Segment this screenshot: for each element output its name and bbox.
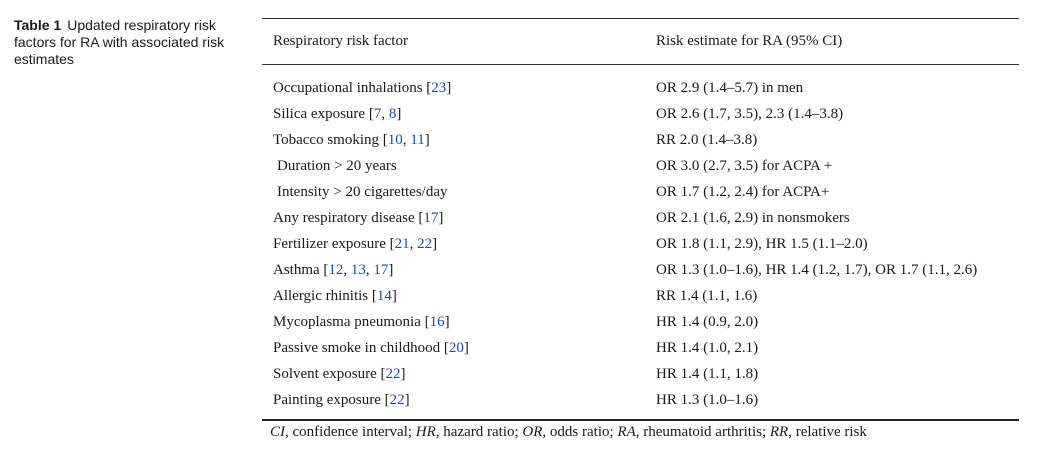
citation-link[interactable]: 10 (387, 131, 403, 148)
risk-factor-name: Any respiratory disease (273, 209, 415, 226)
citation-link[interactable]: 16 (429, 313, 445, 330)
table-label: Table 1 (14, 17, 62, 33)
risk-factor-cell: Silica exposure [7, 8] (273, 105, 402, 122)
header-rule (262, 64, 1019, 65)
risk-factor-cell: Mycoplasma pneumonia [16] (273, 313, 450, 330)
risk-factor-name: Solvent exposure (273, 365, 377, 382)
footnote-abbreviation: RA (617, 424, 636, 440)
risk-factor-name: Mycoplasma pneumonia (273, 313, 421, 330)
bottom-rule (262, 419, 1019, 421)
risk-estimate-cell: OR 1.7 (1.2, 2.4) for ACPA+ (656, 183, 830, 200)
footnote-definition: , hazard ratio; (435, 424, 523, 440)
citation-link[interactable]: 17 (423, 209, 439, 226)
risk-estimate-cell: HR 1.3 (1.0–1.6) (656, 391, 759, 408)
table-header-row: Respiratory risk factor Risk estimate fo… (262, 19, 1019, 64)
risk-estimate-cell: HR 1.4 (0.9, 2.0) (656, 313, 759, 330)
table-row: Passive smoke in childhood [20] HR 1.4 (1… (262, 335, 1019, 361)
risk-factor-cell: Intensity > 20 cigarettes/day (277, 184, 660, 201)
risk-estimate-cell: HR 1.4 (1.1, 1.8) (656, 365, 759, 382)
citation-link[interactable]: 13 (350, 261, 366, 278)
risk-factor-cell: Duration > 20 years (277, 158, 660, 175)
citation-link[interactable]: 22 (385, 365, 401, 382)
table-row: Any respiratory disease [17] OR 2.1 (1.6,… (262, 205, 1019, 231)
citation-link[interactable]: 22 (389, 391, 405, 408)
table-row: Occupational inhalations [23] OR 2.9 (1.4… (262, 75, 1019, 101)
citation-link[interactable]: 14 (376, 287, 392, 304)
citation-link[interactable]: 17 (373, 261, 389, 278)
risk-estimate-cell: RR 1.4 (1.1, 1.6) (656, 287, 758, 304)
footnote-definition: , rheumatoid arthritis; (635, 424, 770, 440)
citation-link[interactable]: 22 (417, 235, 433, 252)
citation-link[interactable]: 21 (394, 235, 410, 252)
top-rule (262, 18, 1019, 19)
risk-estimate-cell: HR 1.4 (1.0, 2.1) (656, 339, 759, 356)
footnote-definition: , odds ratio; (542, 424, 618, 440)
risk-factor-cell: Tobacco smoking [10, 11] (273, 131, 430, 148)
risk-factor-name: Occupational inhalations (273, 79, 423, 96)
risk-factor-name: Fertilizer exposure (273, 235, 386, 252)
risk-estimate-cell: OR 1.3 (1.0–1.6), HR 1.4 (1.2, 1.7), OR … (656, 261, 978, 278)
footnote-abbreviation: HR (415, 424, 436, 440)
footnote-abbreviation: OR (522, 424, 543, 440)
footnote-definition: , relative risk (788, 424, 867, 440)
citation-link[interactable]: 8 (388, 105, 397, 122)
risk-estimate-cell: RR 2.0 (1.4–3.8) (656, 131, 758, 148)
risk-factor-cell: Painting exposure [22] (273, 391, 410, 408)
footnote-abbreviation: CI (270, 424, 285, 440)
risk-factor-cell: Asthma [12, 13, 17] (273, 261, 394, 278)
citation-link[interactable]: 20 (448, 339, 464, 356)
table-caption: Table 1 Updated respiratory risk factors … (14, 17, 244, 68)
table-row: Painting exposure [22] HR 1.3 (1.0–1.6) (262, 387, 1019, 413)
risk-factor-cell: Passive smoke in childhood [20] (273, 339, 469, 356)
risk-factor-name: Passive smoke in childhood (273, 339, 441, 356)
risk-factor-name: Duration > 20 years (277, 157, 397, 174)
column-header-factor: Respiratory risk factor (273, 33, 408, 49)
citation-link[interactable]: 11 (410, 131, 425, 148)
risk-factor-cell: Allergic rhinitis [14] (273, 287, 397, 304)
risk-factor-cell: Occupational inhalations [23] (273, 79, 452, 96)
table-footnote: CI, confidence interval; HR, hazard rati… (270, 424, 867, 441)
risk-factor-name: Painting exposure (273, 391, 381, 408)
table-row: Mycoplasma pneumonia [16] HR 1.4 (0.9, 2.… (262, 309, 1019, 335)
table-body: Occupational inhalations [23] OR 2.9 (1.4… (262, 65, 1019, 419)
citation-link[interactable]: 7 (373, 105, 382, 122)
risk-factor-name: Tobacco smoking (273, 131, 380, 148)
risk-factor-name: Silica exposure (273, 105, 366, 122)
footnote-definition: , confidence interval; (285, 424, 416, 440)
risk-estimate-cell: OR 3.0 (2.7, 3.5) for ACPA + (656, 157, 833, 174)
table-row: Duration > 20 years OR 3.0 (2.7, 3.5) for… (262, 153, 1019, 179)
citation-link[interactable]: 23 (431, 79, 447, 96)
risk-factor-cell: Solvent exposure [22] (273, 365, 406, 382)
table-row: Asthma [12, 13, 17] OR 1.3 (1.0–1.6), HR … (262, 257, 1019, 283)
citation-link[interactable]: 12 (328, 261, 344, 278)
risk-estimate-cell: OR 2.1 (1.6, 2.9) in nonsmokers (656, 209, 850, 226)
table-row: Allergic rhinitis [14] RR 1.4 (1.1, 1.6) (262, 283, 1019, 309)
column-header-estimate: Risk estimate for RA (95% CI) (656, 33, 843, 49)
table-row: Fertilizer exposure [21, 22] OR 1.8 (1.1,… (262, 231, 1019, 257)
caption-text: Updated respiratory risk factors for RA … (14, 17, 225, 67)
risk-factor-table: Respiratory risk factor Risk estimate fo… (262, 18, 1019, 421)
risk-estimate-cell: OR 2.9 (1.4–5.7) in men (656, 79, 804, 96)
table-row: Intensity > 20 cigarettes/day OR 1.7 (1.2… (262, 179, 1019, 205)
table-row: Tobacco smoking [10, 11] RR 2.0 (1.4–3.8) (262, 127, 1019, 153)
risk-factor-name: Intensity > 20 cigarettes/day (277, 183, 448, 200)
risk-estimate-cell: OR 1.8 (1.1, 2.9), HR 1.5 (1.1–2.0) (656, 235, 868, 252)
risk-factor-cell: Fertilizer exposure [21, 22] (273, 235, 438, 252)
risk-estimate-cell: OR 2.6 (1.7, 3.5), 2.3 (1.4–3.8) (656, 105, 844, 122)
risk-factor-name: Allergic rhinitis (273, 287, 369, 304)
risk-factor-cell: Any respiratory disease [17] (273, 209, 444, 226)
footnote-abbreviation: RR (769, 424, 789, 440)
table-row: Silica exposure [7, 8] OR 2.6 (1.7, 3.5),… (262, 101, 1019, 127)
risk-factor-name: Asthma (273, 261, 320, 278)
table-row: Solvent exposure [22] HR 1.4 (1.1, 1.8) (262, 361, 1019, 387)
